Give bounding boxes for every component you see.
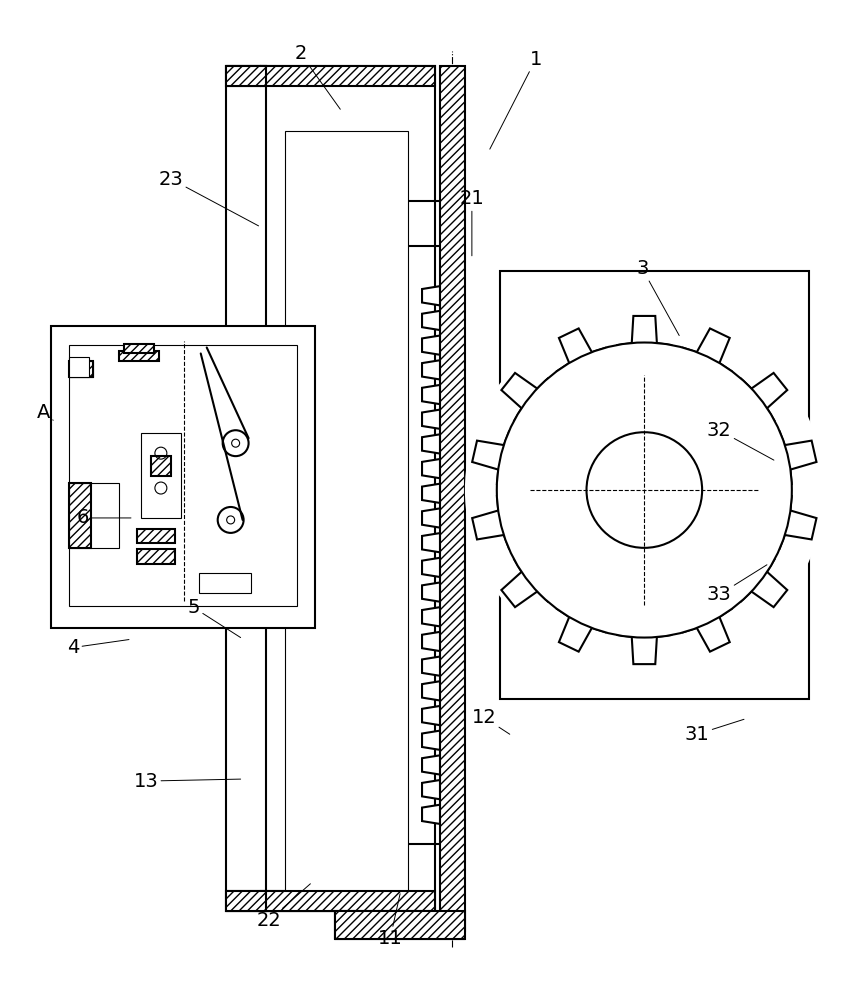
Polygon shape <box>616 316 672 345</box>
Bar <box>225 66 265 86</box>
Polygon shape <box>779 431 817 485</box>
Text: 12: 12 <box>472 708 510 734</box>
Bar <box>440 66 465 931</box>
Text: 13: 13 <box>134 772 241 791</box>
Text: 4: 4 <box>67 638 129 657</box>
Bar <box>69 361 93 377</box>
Bar <box>69 357 89 377</box>
Polygon shape <box>501 558 549 607</box>
Polygon shape <box>422 434 440 454</box>
Polygon shape <box>740 558 787 607</box>
Bar <box>69 483 119 548</box>
Text: 31: 31 <box>685 719 744 744</box>
Circle shape <box>497 343 792 638</box>
Polygon shape <box>422 657 440 676</box>
Polygon shape <box>473 495 509 550</box>
Text: 33: 33 <box>707 565 767 604</box>
Text: 1: 1 <box>490 50 542 149</box>
Polygon shape <box>501 373 549 422</box>
Bar <box>225 66 265 911</box>
Text: A: A <box>36 403 53 422</box>
Bar <box>440 66 465 931</box>
Bar <box>225 891 265 911</box>
Polygon shape <box>557 328 607 372</box>
Polygon shape <box>422 286 440 305</box>
Polygon shape <box>422 311 440 330</box>
Polygon shape <box>422 459 440 478</box>
Polygon shape <box>422 681 440 700</box>
Polygon shape <box>473 431 509 485</box>
Polygon shape <box>422 706 440 725</box>
Polygon shape <box>422 780 440 799</box>
Polygon shape <box>740 373 787 422</box>
Bar <box>199 573 251 593</box>
Bar <box>261 66 435 911</box>
Bar <box>336 911 465 939</box>
Bar <box>137 549 175 564</box>
Text: 2: 2 <box>294 44 341 109</box>
Polygon shape <box>422 385 440 404</box>
Text: 6: 6 <box>77 508 131 527</box>
Bar <box>124 344 154 353</box>
Bar <box>51 326 316 628</box>
Text: 5: 5 <box>187 598 241 638</box>
Polygon shape <box>422 336 440 355</box>
Polygon shape <box>422 731 440 750</box>
Text: 21: 21 <box>460 189 485 256</box>
Circle shape <box>586 432 702 548</box>
Circle shape <box>465 311 824 669</box>
Polygon shape <box>422 508 440 528</box>
Bar <box>69 345 297 606</box>
Polygon shape <box>422 410 440 429</box>
Bar <box>119 351 159 361</box>
Polygon shape <box>422 360 440 379</box>
Polygon shape <box>682 608 733 652</box>
Text: 3: 3 <box>636 259 679 336</box>
Bar <box>151 456 171 476</box>
Bar <box>69 483 91 548</box>
Circle shape <box>218 507 244 533</box>
Text: 22: 22 <box>256 884 310 930</box>
Bar <box>285 131 408 891</box>
Polygon shape <box>682 328 733 372</box>
Polygon shape <box>422 755 440 775</box>
Polygon shape <box>422 805 440 824</box>
Polygon shape <box>422 484 440 503</box>
Polygon shape <box>422 607 440 626</box>
Bar <box>499 271 809 699</box>
Bar <box>69 361 93 377</box>
Bar <box>261 891 435 911</box>
Bar <box>137 529 175 543</box>
Polygon shape <box>422 582 440 602</box>
Polygon shape <box>422 558 440 577</box>
Polygon shape <box>616 635 672 664</box>
Text: 23: 23 <box>159 170 258 226</box>
Bar <box>141 433 181 518</box>
Text: 32: 32 <box>707 421 774 460</box>
Text: 11: 11 <box>378 894 402 948</box>
Polygon shape <box>557 608 607 652</box>
Polygon shape <box>779 495 817 550</box>
Bar <box>261 66 435 86</box>
Polygon shape <box>422 533 440 552</box>
Polygon shape <box>422 632 440 651</box>
Circle shape <box>223 430 249 456</box>
